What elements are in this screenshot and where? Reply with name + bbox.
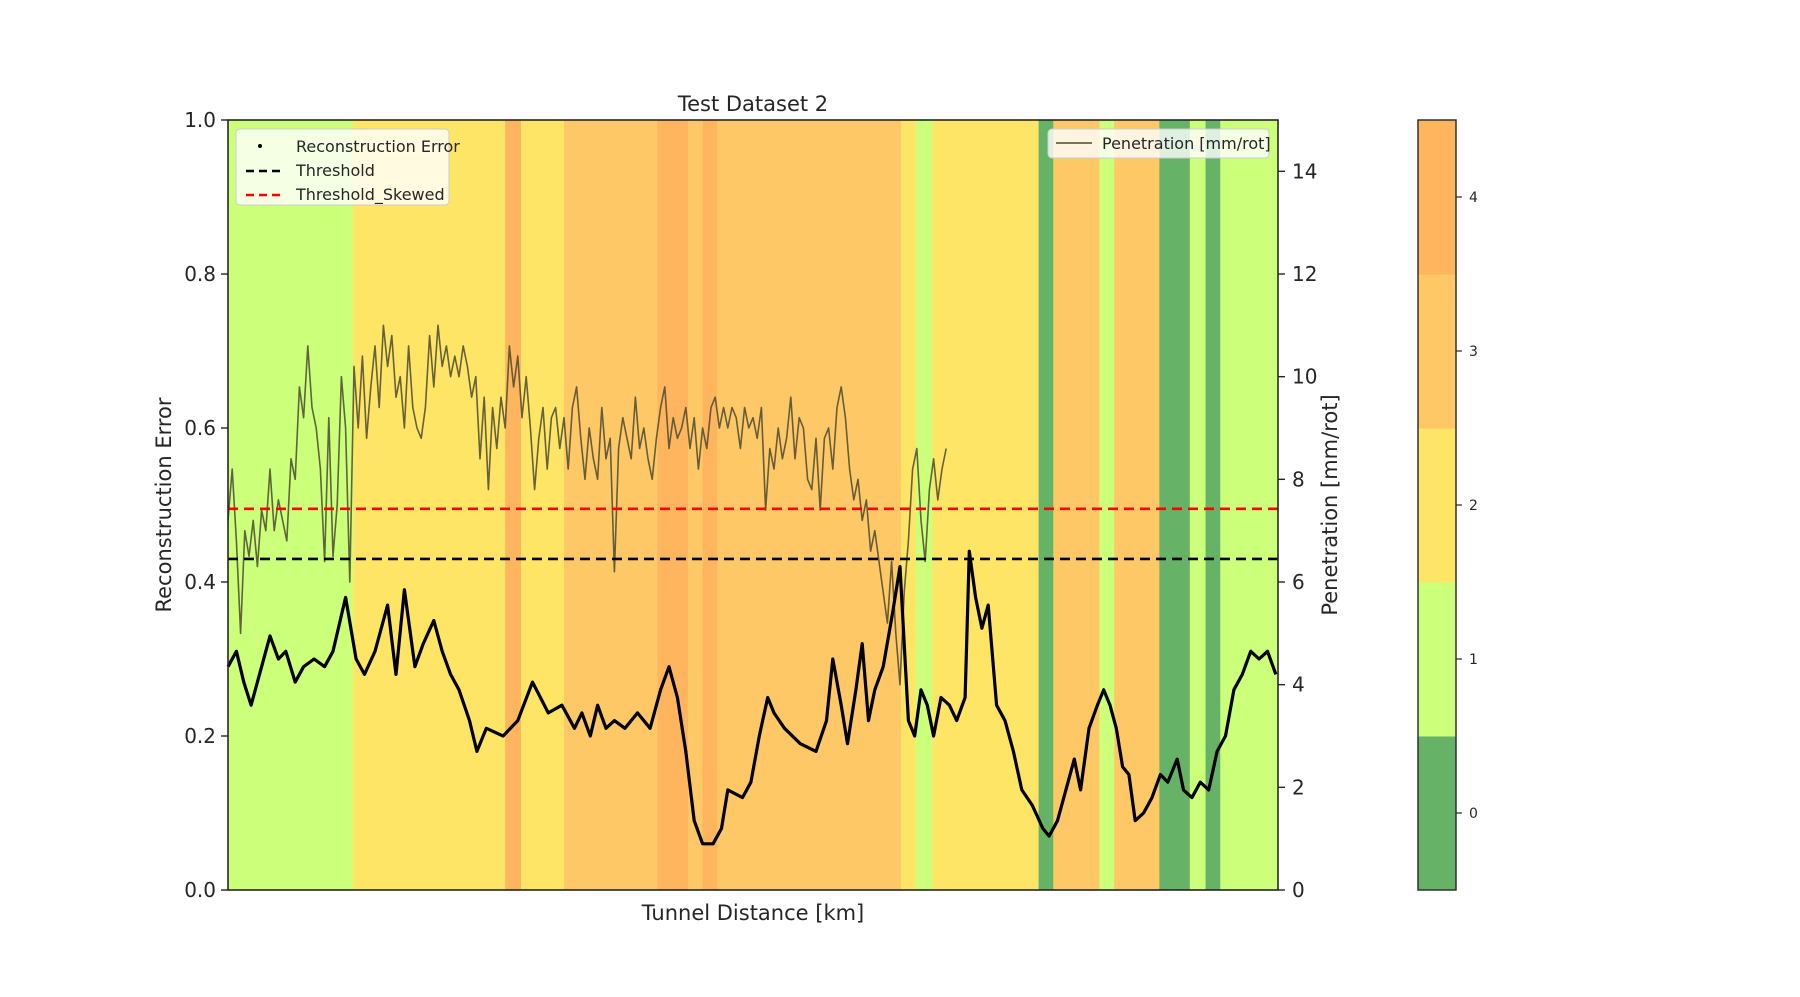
class-band-7 bbox=[702, 120, 718, 890]
colorbar-segment-0 bbox=[1418, 736, 1456, 891]
legend-left-box bbox=[235, 128, 450, 206]
class-band-19 bbox=[1220, 120, 1279, 890]
colorbar-tick-label: 3 bbox=[1469, 344, 1478, 360]
right-tick-label: 10 bbox=[1292, 365, 1317, 389]
plot-frame bbox=[227, 119, 1279, 891]
right-tick-label: 2 bbox=[1292, 775, 1305, 799]
x-axis-label: Tunnel Distance [km] bbox=[641, 901, 865, 925]
left-tick-label: 1.0 bbox=[184, 108, 216, 132]
left-tick-label: 0.0 bbox=[184, 878, 216, 902]
class-band-6 bbox=[687, 120, 704, 890]
legend-label: Reconstruction Error bbox=[296, 137, 460, 156]
class-band-9 bbox=[901, 120, 917, 890]
colorbar-tick-label: 1 bbox=[1469, 652, 1478, 668]
legend-label: Threshold bbox=[295, 161, 375, 180]
legend-marker-reconstruction-error bbox=[258, 144, 262, 148]
left-tick-label: 0.4 bbox=[184, 570, 216, 594]
class-band-13 bbox=[1053, 120, 1100, 890]
colorbar-tick-label: 4 bbox=[1469, 190, 1478, 206]
class-band-0 bbox=[228, 120, 354, 890]
class-band-14 bbox=[1099, 120, 1115, 890]
class-band-12 bbox=[1038, 120, 1054, 890]
colorbar-segment-3 bbox=[1418, 274, 1456, 429]
class-band-18 bbox=[1205, 120, 1221, 890]
right-y-axis: 0 2 4 6 8 10 12 14 bbox=[1278, 159, 1317, 902]
y2-axis-label: Penetration [mm/rot] bbox=[1318, 394, 1342, 615]
right-tick-label: 4 bbox=[1292, 673, 1305, 697]
legend-label: Penetration [mm/rot] bbox=[1102, 134, 1271, 153]
left-tick-label: 0.2 bbox=[184, 724, 216, 748]
colorbar-tick-label: 2 bbox=[1469, 498, 1478, 514]
reconstruction-error-series bbox=[226, 549, 1278, 846]
legend-right-box bbox=[1047, 128, 1270, 159]
class-band-2 bbox=[505, 120, 522, 890]
class-band-3 bbox=[520, 120, 565, 890]
right-tick-label: 0 bbox=[1292, 878, 1305, 902]
class-band-5 bbox=[657, 120, 689, 890]
reconstruction-error-line bbox=[226, 549, 1278, 846]
legend-label: Threshold_Skewed bbox=[295, 185, 445, 205]
right-tick-label: 14 bbox=[1292, 159, 1317, 183]
y-axis-label: Reconstruction Error bbox=[152, 397, 176, 612]
chart-title: Test Dataset 2 bbox=[677, 92, 828, 116]
left-y-axis: 0.0 0.2 0.4 0.6 0.8 1.0 bbox=[184, 108, 228, 902]
class-band-11 bbox=[932, 120, 1040, 890]
colorbar-frame bbox=[1417, 119, 1457, 891]
colorbar-segment-4 bbox=[1418, 120, 1456, 275]
class-band-15 bbox=[1114, 120, 1160, 890]
background-class-bands bbox=[228, 120, 1279, 890]
colorbar-tick-label: 0 bbox=[1469, 806, 1478, 822]
right-tick-label: 6 bbox=[1292, 570, 1305, 594]
legend-right: Penetration [mm/rot] bbox=[1047, 128, 1271, 159]
penetration-series bbox=[227, 324, 947, 686]
right-tick-label: 12 bbox=[1292, 262, 1317, 286]
left-tick-label: 0.6 bbox=[184, 416, 216, 440]
class-band-10 bbox=[915, 120, 934, 890]
class-band-8 bbox=[717, 120, 902, 890]
class-band-1 bbox=[352, 120, 506, 890]
right-tick-label: 8 bbox=[1292, 467, 1305, 491]
colorbar-segment-2 bbox=[1418, 428, 1456, 583]
class-band-17 bbox=[1189, 120, 1207, 890]
legend-left: Reconstruction Error Threshold Threshold_S… bbox=[235, 128, 460, 206]
colorbar: 0 1 2 3 4 bbox=[1417, 119, 1478, 891]
penetration-line bbox=[227, 324, 947, 686]
colorbar-segment-1 bbox=[1418, 582, 1456, 737]
class-band-4 bbox=[564, 120, 658, 890]
left-tick-label: 0.8 bbox=[184, 262, 216, 286]
class-band-16 bbox=[1159, 120, 1191, 890]
